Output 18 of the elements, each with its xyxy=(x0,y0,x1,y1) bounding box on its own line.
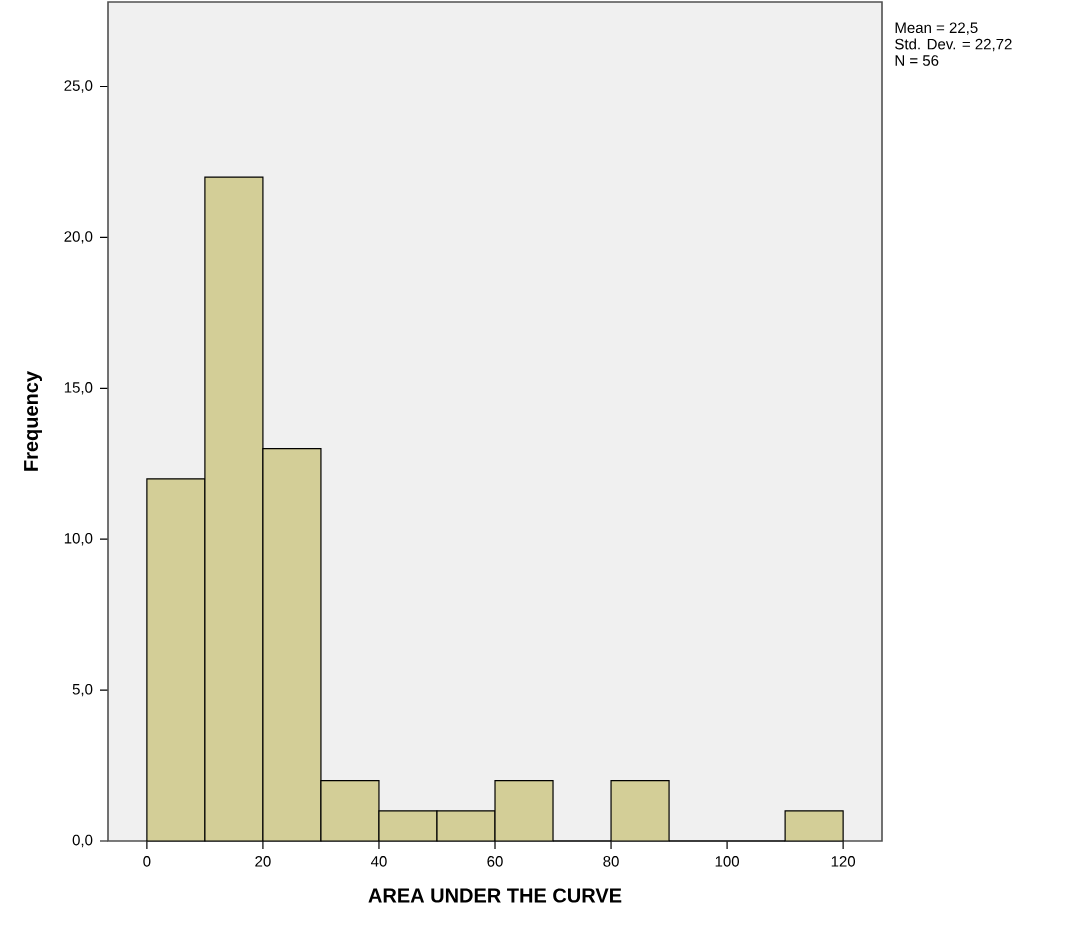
x-tick-label: 120 xyxy=(831,856,856,867)
text: Mean = 22,5 xyxy=(895,22,978,35)
x-tick-label: 60 xyxy=(487,856,503,867)
text: Std. Dev. = 22,72 xyxy=(895,38,1012,52)
text: N = 56 xyxy=(895,55,939,66)
x-tick-label: 100 xyxy=(715,856,739,867)
y-axis-title: Frequency xyxy=(24,371,42,471)
x-axis-title: AREA UNDER THE CURVE xyxy=(368,888,622,903)
x-tick-label: 40 xyxy=(370,856,387,867)
x-tick-label: 20 xyxy=(255,856,271,867)
y-tick-label: 5,0 xyxy=(72,683,93,697)
y-tick-label: 0,0 xyxy=(72,834,93,848)
y-tick-label: 15,0 xyxy=(64,382,93,395)
x-tick-label: 0 xyxy=(143,856,151,867)
y-tick-label: 25,0 xyxy=(64,80,93,93)
y-tick-label: 10,0 xyxy=(64,533,93,546)
y-tick-label: 20,0 xyxy=(64,231,93,244)
x-tick-label: 80 xyxy=(603,856,619,867)
